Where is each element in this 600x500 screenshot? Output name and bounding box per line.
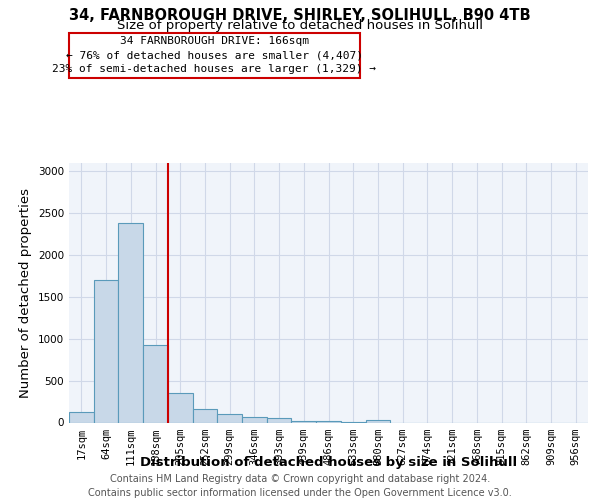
Bar <box>292 421 316 422</box>
Bar <box>69 412 94 422</box>
Text: Size of property relative to detached houses in Solihull: Size of property relative to detached ho… <box>117 19 483 32</box>
Bar <box>316 421 341 422</box>
Text: 34 FARNBOROUGH DRIVE: 166sqm
← 76% of detached houses are smaller (4,407)
23% of: 34 FARNBOROUGH DRIVE: 166sqm ← 76% of de… <box>53 36 377 74</box>
Bar <box>193 408 217 422</box>
Bar <box>267 418 292 422</box>
Text: Contains HM Land Registry data © Crown copyright and database right 2024.
Contai: Contains HM Land Registry data © Crown c… <box>88 474 512 498</box>
Bar <box>118 223 143 422</box>
Bar <box>217 414 242 422</box>
Text: Distribution of detached houses by size in Solihull: Distribution of detached houses by size … <box>140 456 517 469</box>
Bar <box>143 344 168 422</box>
Text: 34, FARNBOROUGH DRIVE, SHIRLEY, SOLIHULL, B90 4TB: 34, FARNBOROUGH DRIVE, SHIRLEY, SOLIHULL… <box>69 8 531 22</box>
Bar <box>168 392 193 422</box>
Bar <box>242 416 267 422</box>
Y-axis label: Number of detached properties: Number of detached properties <box>19 188 32 398</box>
Bar <box>94 280 118 422</box>
Bar <box>365 420 390 422</box>
